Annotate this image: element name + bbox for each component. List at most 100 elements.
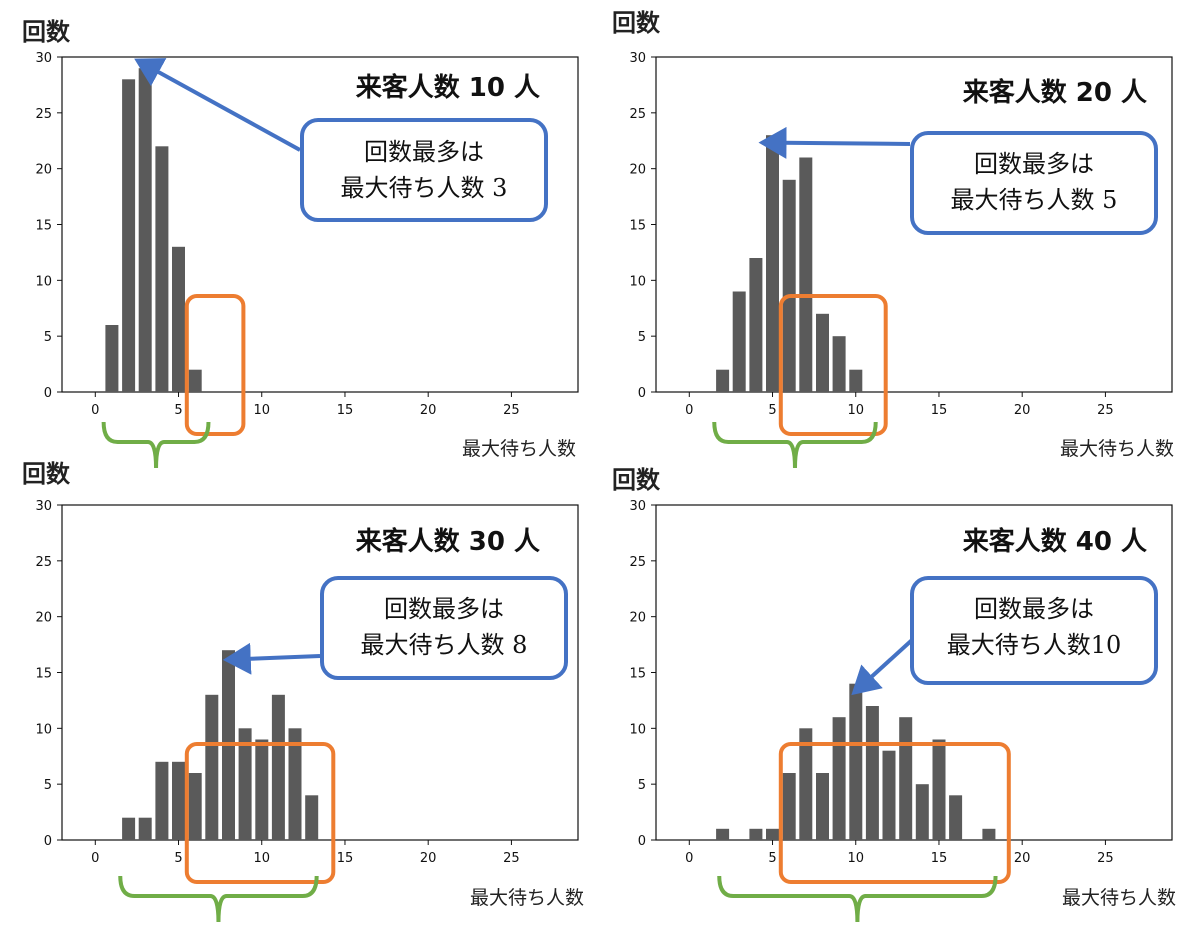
callout-arrow — [851, 638, 914, 696]
y-tick-label: 0 — [638, 386, 646, 401]
bar — [732, 291, 746, 392]
x-tick-label: 15 — [337, 851, 354, 866]
y-tick-label: 10 — [35, 722, 52, 737]
chart-panel-3: 回数 0 5 10 15 20 25 30 0 5 10 15 20 25 来客人数 30 人 最大待… — [22, 460, 584, 923]
y-tick-label: 5 — [44, 778, 52, 793]
y-tick-label: 0 — [44, 834, 52, 849]
x-axis-label: 最大待ち人数 — [462, 438, 576, 460]
highlight-box — [778, 742, 1011, 884]
bar — [105, 325, 119, 392]
bar — [155, 761, 169, 840]
bar — [205, 694, 219, 840]
bar — [288, 728, 302, 840]
bar — [849, 369, 863, 392]
bar — [749, 828, 763, 840]
chart-title: 来客人数 40 人 — [963, 526, 1147, 557]
x-tick-label: 10 — [847, 403, 864, 418]
y-tick-label: 15 — [629, 219, 646, 234]
chart-title: 来客人数 10 人 — [356, 72, 540, 103]
x-tick-label: 0 — [685, 851, 693, 866]
x-tick-label: 20 — [1014, 851, 1031, 866]
callout-line-2: 最大待ち人数 8 — [361, 631, 528, 659]
bar — [138, 817, 152, 840]
x-tick-label: 15 — [931, 403, 948, 418]
y-tick-label: 25 — [629, 555, 646, 570]
chart-title: 来客人数 20 人 — [963, 77, 1147, 108]
y-tick-label: 25 — [629, 107, 646, 122]
bar — [172, 246, 185, 392]
y-tick-label: 30 — [629, 499, 646, 514]
bar — [849, 683, 863, 840]
x-tick-label: 15 — [931, 851, 948, 866]
bar — [899, 717, 913, 840]
bar — [782, 179, 796, 392]
y-tick-label: 5 — [44, 330, 52, 345]
y-axis-label: 回数 — [612, 9, 661, 37]
chart-panel-4: 回数 0 5 10 15 20 25 30 0 5 10 15 20 25 来客人数 40 人 最大待… — [612, 466, 1176, 923]
chart-panel-1: 回数 0 5 10 15 20 25 30 0 5 10 15 20 25 来客人数 10 人 最大待… — [22, 18, 579, 469]
x-tick-label: 10 — [253, 403, 270, 418]
bar — [766, 828, 779, 840]
y-tick-label: 0 — [44, 386, 52, 401]
y-axis-label: 回数 — [612, 466, 661, 494]
x-tick-label: 15 — [337, 403, 354, 418]
callout-line-2: 最大待ち人数 3 — [341, 174, 508, 202]
y-tick-label: 20 — [35, 163, 52, 178]
x-tick-label: 20 — [420, 403, 437, 418]
x-axis-label: 最大待ち人数 — [1062, 887, 1176, 909]
bar — [949, 795, 963, 840]
x-ticks: 0 5 10 15 20 25 — [91, 392, 520, 418]
bar — [816, 773, 829, 840]
x-tick-label: 5 — [174, 403, 182, 418]
bar — [716, 828, 730, 840]
highlight-box — [184, 742, 336, 884]
x-tick-label: 25 — [503, 403, 520, 418]
y-tick-label: 15 — [35, 219, 52, 234]
bar — [238, 728, 252, 840]
x-tick-label: 25 — [1097, 851, 1114, 866]
y-tick-label: 20 — [35, 611, 52, 626]
x-tick-label: 5 — [768, 851, 776, 866]
bar — [832, 717, 846, 840]
callout-line-2: 最大待ち人数 5 — [951, 186, 1118, 214]
bar — [816, 313, 829, 392]
bar — [832, 336, 846, 392]
curly-brace — [717, 875, 998, 923]
x-ticks: 0 5 10 15 20 25 — [91, 840, 520, 866]
y-tick-label: 0 — [638, 834, 646, 849]
bar — [982, 828, 996, 840]
y-ticks: 0 5 10 15 20 25 30 — [35, 499, 62, 849]
x-ticks: 0 5 10 15 20 25 — [685, 840, 1114, 866]
bar — [865, 706, 879, 840]
callout-arrow — [222, 642, 321, 675]
y-tick-label: 30 — [35, 51, 52, 66]
y-tick-label: 30 — [629, 51, 646, 66]
x-tick-label: 25 — [503, 851, 520, 866]
bar — [799, 728, 813, 840]
callout-box: 回数最多は 最大待ち人数 5 — [910, 131, 1158, 235]
x-tick-label: 20 — [1014, 403, 1031, 418]
y-tick-label: 25 — [35, 555, 52, 570]
y-tick-label: 5 — [638, 330, 646, 345]
y-tick-label: 20 — [629, 611, 646, 626]
y-ticks: 0 5 10 15 20 25 30 — [629, 499, 656, 849]
x-tick-label: 0 — [91, 403, 99, 418]
y-axis-label: 回数 — [22, 18, 71, 46]
x-tick-label: 5 — [174, 851, 182, 866]
x-axis-label: 最大待ち人数 — [470, 887, 584, 909]
bars — [716, 135, 863, 392]
bar — [766, 135, 779, 392]
bar — [305, 795, 319, 840]
callout-line-1: 回数最多は — [974, 595, 1094, 623]
y-tick-label: 15 — [629, 667, 646, 682]
bar — [138, 68, 152, 392]
callout-line-1: 回数最多は — [384, 595, 504, 623]
curly-brace — [118, 875, 319, 923]
y-ticks: 0 5 10 15 20 25 30 — [629, 51, 656, 401]
callout-arrow — [758, 126, 911, 159]
x-axis-label: 最大待ち人数 — [1060, 438, 1174, 460]
x-tick-label: 0 — [91, 851, 99, 866]
bar — [782, 773, 796, 840]
y-tick-label: 20 — [629, 163, 646, 178]
